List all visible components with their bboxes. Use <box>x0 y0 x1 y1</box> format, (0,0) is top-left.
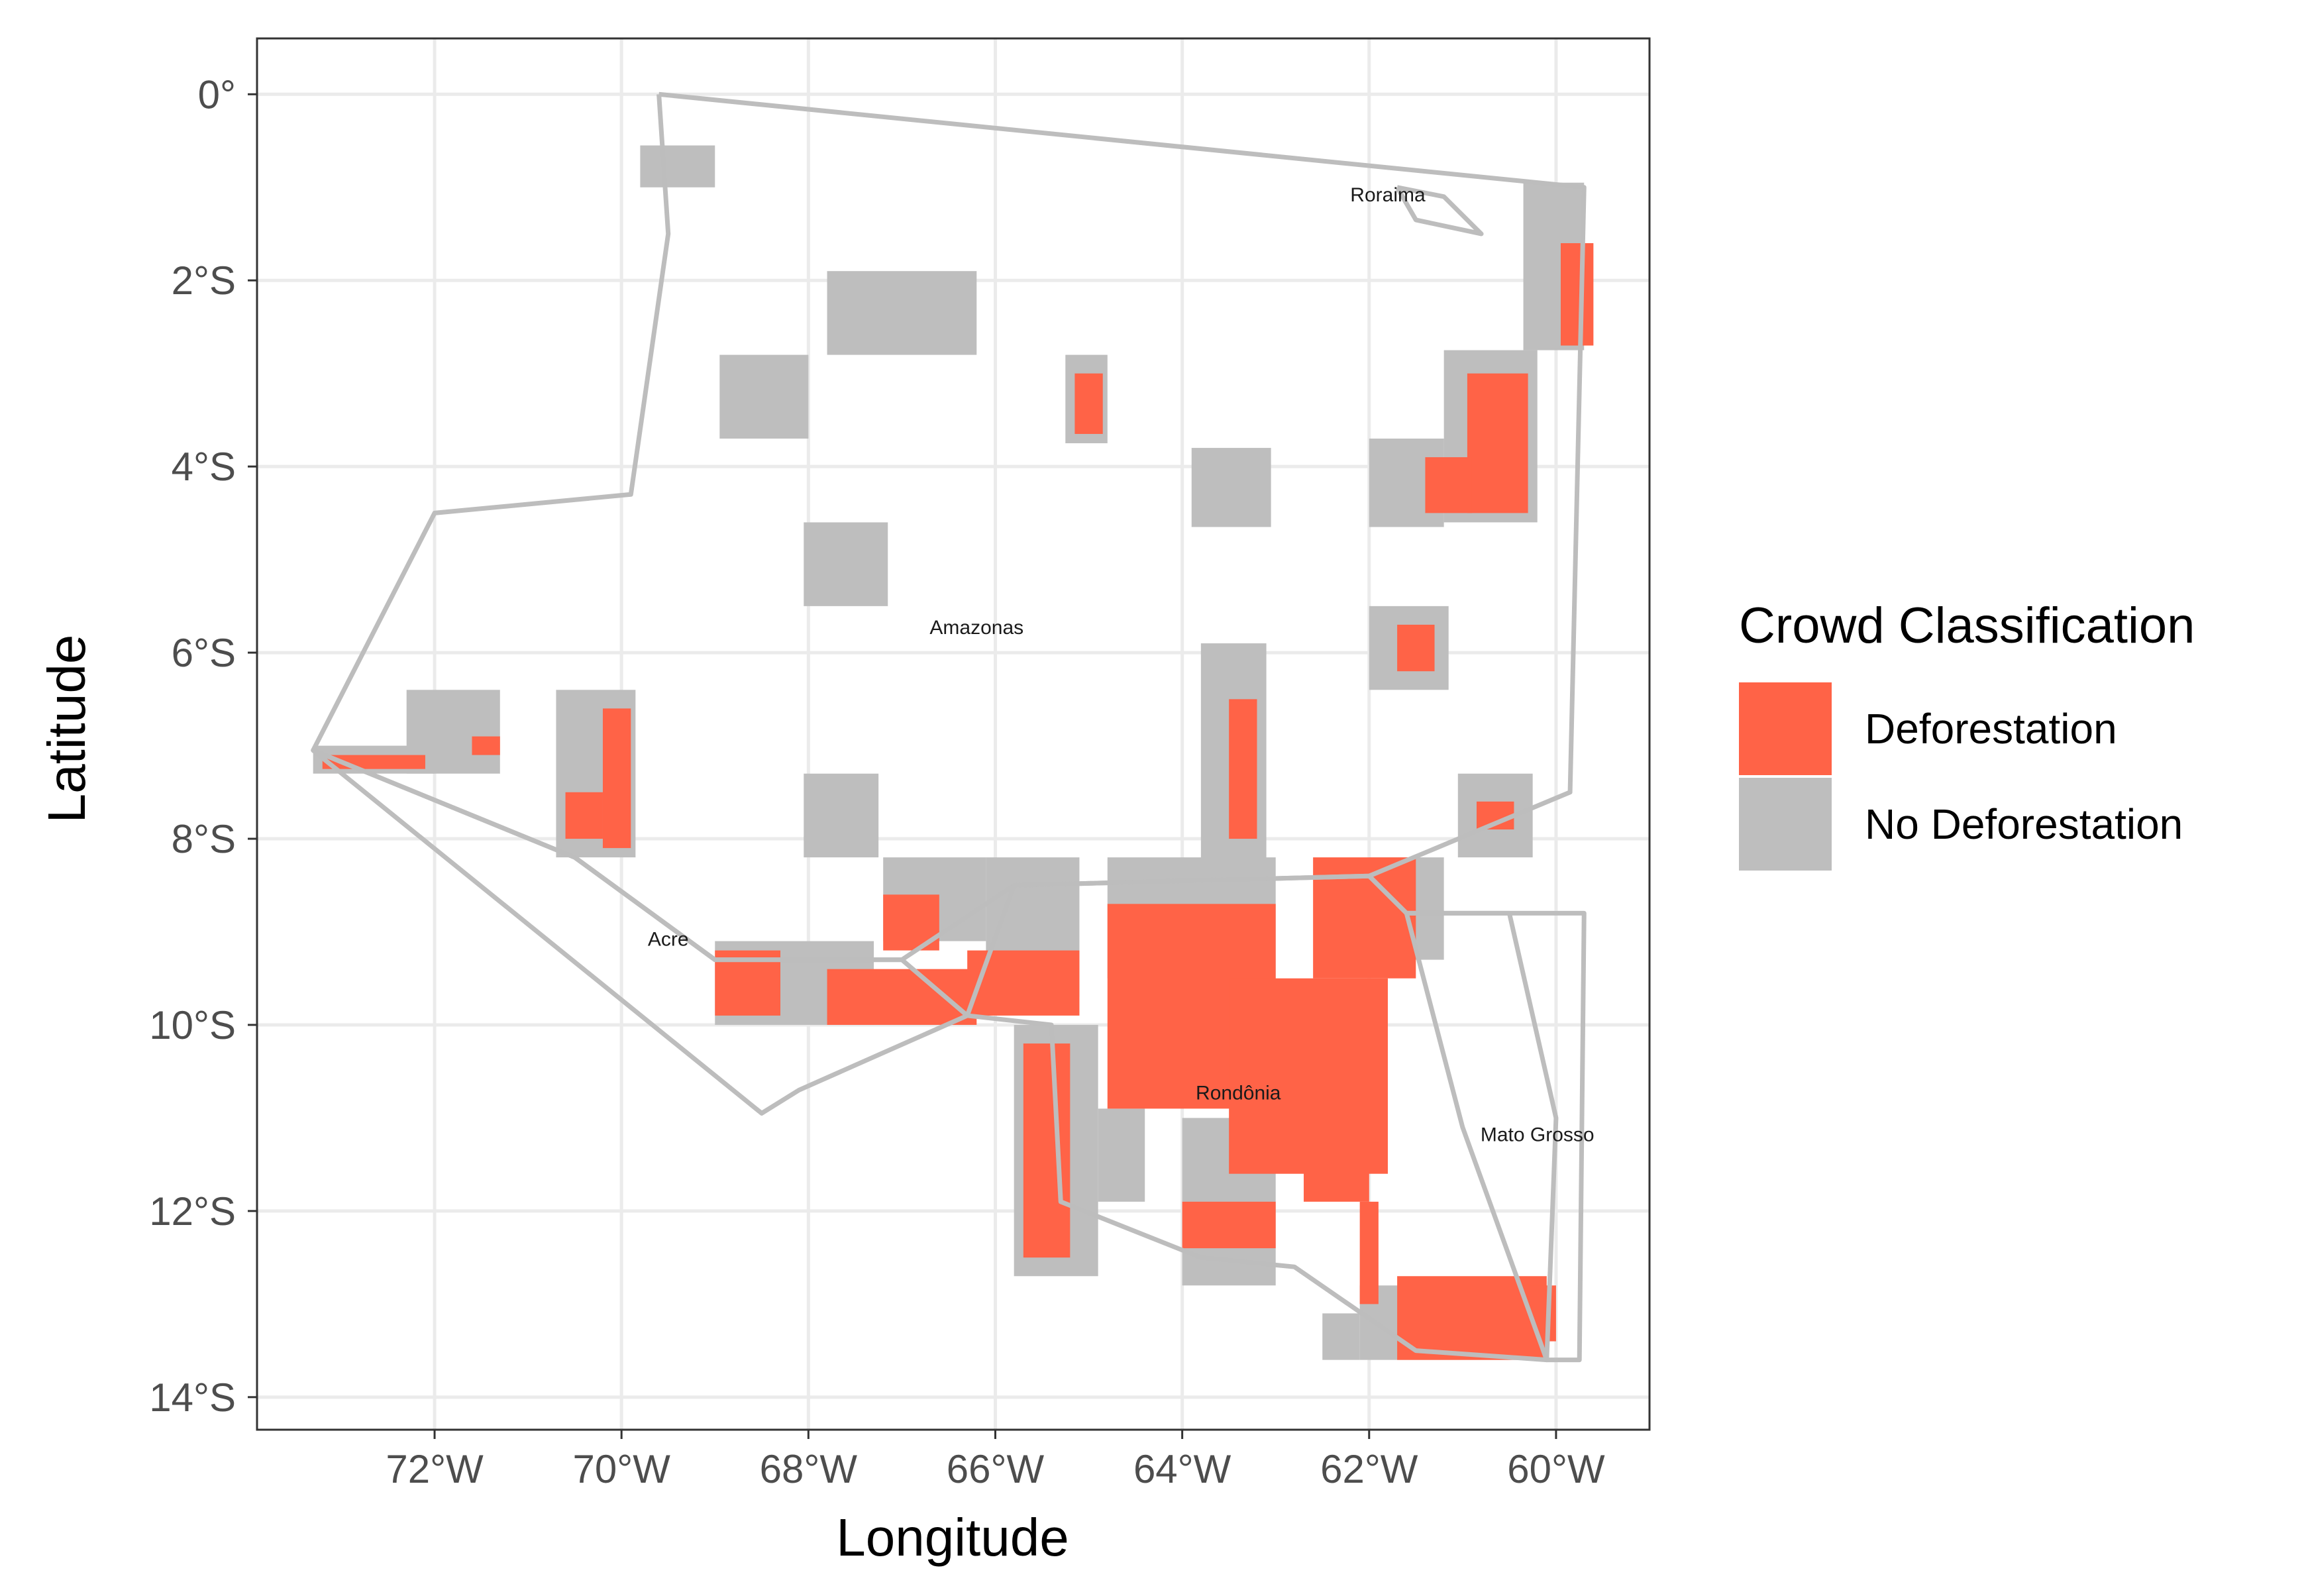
boundary-roraima <box>1395 185 1484 237</box>
y-tick-label: 0° <box>198 72 236 117</box>
y-axis-title: Latitude <box>37 635 96 824</box>
deforestation-tile <box>565 792 603 839</box>
y-tick-label: 14°S <box>149 1375 236 1420</box>
deforestation-tile <box>1425 457 1472 513</box>
panel-border <box>256 37 1651 1431</box>
y-tick-label: 10°S <box>149 1003 236 1047</box>
place-label-amazonas: Amazonas <box>929 617 1023 639</box>
deforestation-tile <box>1467 373 1528 513</box>
deforestation-tile <box>1304 1145 1369 1202</box>
x-axis-title: Longitude <box>836 1508 1069 1567</box>
y-tick-label: 6°S <box>172 631 236 675</box>
state-boundaries <box>311 91 1587 1363</box>
legend-entries: Deforestation No Deforestation <box>1739 682 2183 871</box>
no-deforestation-tile <box>804 773 879 858</box>
legend-key-no-deforestation <box>1739 778 1832 871</box>
place-label-acre: Acre <box>648 929 689 951</box>
no-deforestation-tile <box>719 354 809 439</box>
deforestation-tile <box>602 708 631 849</box>
deforestation-tile <box>1229 978 1388 1174</box>
no-deforestation-tile <box>1098 1108 1145 1202</box>
no-deforestation-tile <box>1191 448 1271 527</box>
x-tick-label: 64°W <box>1133 1447 1231 1491</box>
deforestation-tile <box>1182 1201 1276 1249</box>
deforestation-tile <box>472 736 500 755</box>
y-tick-label: 4°S <box>172 445 236 489</box>
x-tick-label: 70°W <box>573 1447 671 1491</box>
legend-label: No Deforestation <box>1865 800 2183 848</box>
deforestation-tile <box>1074 373 1103 434</box>
x-tick-label: 62°W <box>1320 1447 1418 1491</box>
legend: Crowd Classification Deforestation No Def… <box>1739 598 2195 871</box>
place-label-rond-nia: Rondônia <box>1196 1082 1281 1104</box>
classification-tiles <box>313 145 1594 1360</box>
gridlines <box>257 38 1649 1430</box>
deforestation-tile <box>827 969 977 1025</box>
legend-title: Crowd Classification <box>1739 598 2195 654</box>
legend-key-deforestation <box>1739 682 1832 775</box>
y-tick-label: 12°S <box>149 1189 236 1234</box>
x-axis: 72°W 70°W 68°W 66°W 64°W 62°W 60°W <box>386 1430 1605 1491</box>
no-deforestation-tile <box>640 145 715 187</box>
deforestation-tile <box>1397 624 1435 672</box>
deforestation-tile <box>1560 243 1594 346</box>
y-tick-label: 2°S <box>172 258 236 303</box>
deforestation-tile <box>1229 699 1257 839</box>
no-deforestation-tile <box>804 522 888 606</box>
x-tick-label: 60°W <box>1507 1447 1605 1491</box>
x-tick-label: 72°W <box>386 1447 484 1491</box>
plot-panel: Roraima Amazonas Acre Rondônia Mato Grosso <box>256 37 1651 1431</box>
no-deforestation-tile <box>1322 1313 1360 1360</box>
boundary-mato-grosso <box>1404 910 1587 1363</box>
place-labels: Roraima Amazonas Acre Rondônia Mato Grosso <box>648 184 1595 1146</box>
legend-label: Deforestation <box>1865 705 2117 753</box>
deforestation-tile <box>1023 1043 1071 1258</box>
deforestation-tile <box>1359 1201 1379 1304</box>
place-label-mato-grosso: Mato Grosso <box>1481 1124 1595 1146</box>
x-tick-label: 66°W <box>947 1447 1045 1491</box>
deforestation-tile <box>967 950 1080 1016</box>
y-axis: 0° 2°S 4°S 6°S 8°S 10°S 12°S 14°S <box>149 72 257 1420</box>
no-deforestation-tile <box>827 271 977 355</box>
y-tick-label: 8°S <box>172 817 236 861</box>
x-tick-label: 68°W <box>760 1447 858 1491</box>
place-label-roraima: Roraima <box>1350 184 1426 206</box>
